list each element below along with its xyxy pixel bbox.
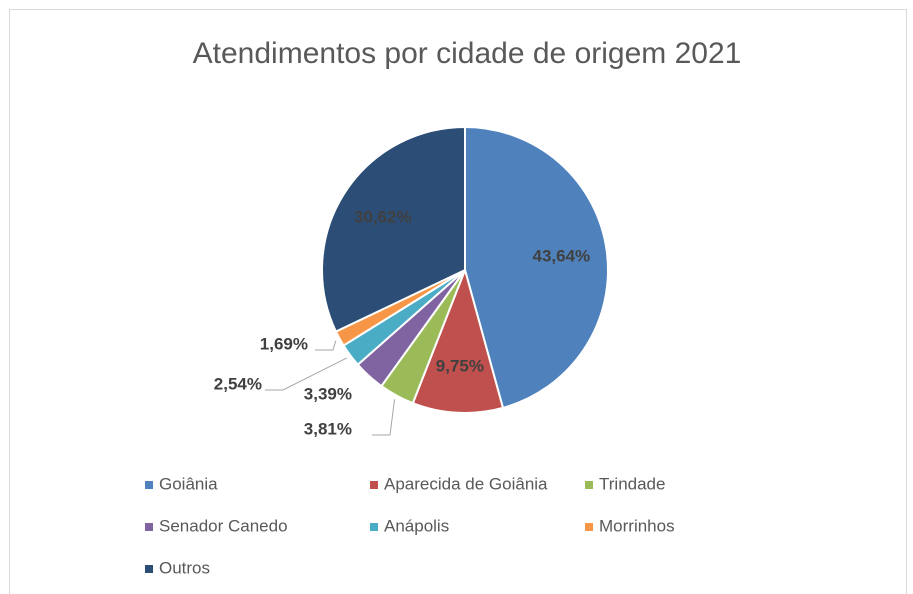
- legend-swatch: [370, 523, 378, 531]
- legend-swatch: [585, 481, 593, 489]
- data-label: 1,69%: [260, 334, 308, 353]
- data-label: 9,75%: [436, 357, 484, 376]
- leader-line: [372, 399, 396, 436]
- legend-swatch: [145, 481, 153, 489]
- legend-label: Anápolis: [384, 516, 449, 535]
- data-label: 43,64%: [533, 246, 591, 265]
- legend-swatch: [145, 523, 153, 531]
- legend-label: Trindade: [599, 474, 665, 493]
- legend-swatch: [585, 523, 593, 531]
- data-label: 3,39%: [304, 384, 352, 403]
- legend-label: Morrinhos: [599, 516, 675, 535]
- legend-label: Aparecida de Goiânia: [384, 474, 548, 493]
- data-label: 2,54%: [214, 374, 262, 393]
- legend-swatch: [370, 481, 378, 489]
- legend-swatch: [145, 565, 153, 573]
- legend-label: Goiânia: [159, 474, 218, 493]
- pie-slice: [464, 125, 609, 410]
- pie-slice: [411, 266, 505, 414]
- chart-title: Atendimentos por cidade de origem 2021: [193, 37, 742, 70]
- pie-slice: [321, 125, 466, 333]
- leader-line: [265, 357, 348, 391]
- data-label: 30,62%: [354, 208, 412, 227]
- leader-line: [315, 340, 337, 351]
- data-label: 3,81%: [304, 419, 352, 438]
- legend-label: Senador Canedo: [159, 516, 288, 535]
- legend-label: Outros: [159, 558, 210, 577]
